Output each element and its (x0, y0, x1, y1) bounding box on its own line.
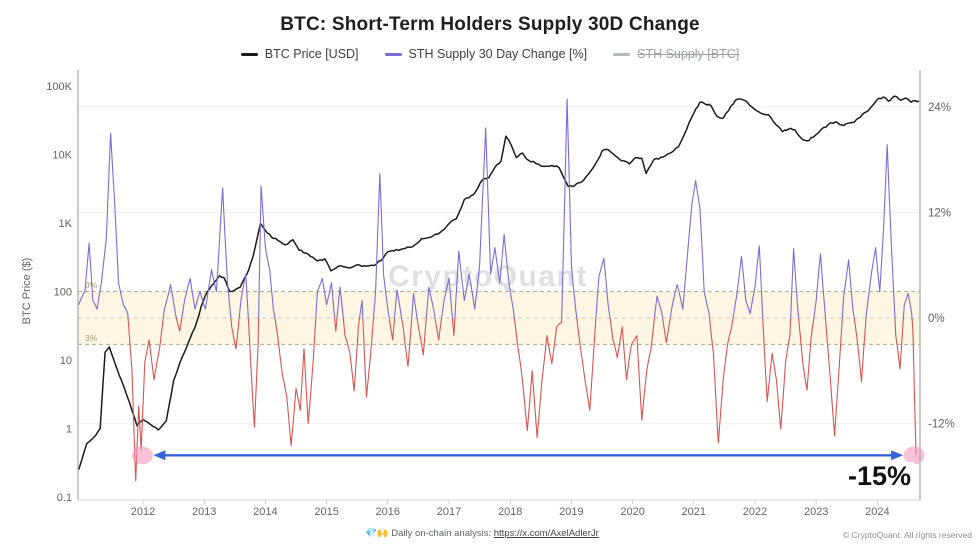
footer-link[interactable]: https://x.com/AxelAdlerJr (493, 528, 599, 539)
band-bottom-label: 3% (85, 333, 98, 343)
right-axis-tick: -12% (928, 419, 955, 431)
chart-title: BTC: Short-Term Holders Supply 30D Chang… (280, 14, 700, 35)
left-axis-tick: 100 (54, 287, 72, 299)
x-axis-tick: 2012 (131, 506, 155, 518)
footer-copyright: © CryptoQuant. All rights reserved (842, 530, 972, 540)
watermark: CryptoQuant (388, 260, 588, 293)
legend-label-sth-change: STH Supply 30 Day Change [%] (408, 47, 588, 61)
left-axis-tick: 100K (46, 81, 72, 93)
left-axis-tick: 10 (60, 355, 72, 367)
x-axis-tick: 2017 (437, 506, 461, 518)
left-axis-tick: 10K (52, 150, 72, 162)
x-axis-tick: 2022 (743, 506, 767, 518)
left-axis-tick: 1 (66, 424, 72, 436)
left-axis-tick: 0.1 (57, 492, 72, 504)
neutral-band (78, 291, 920, 345)
arrowhead-right (891, 450, 904, 461)
legend-item-sth-supply[interactable]: STH Supply [BTC] (613, 47, 739, 61)
sth-change-line-negative (127, 318, 917, 482)
x-axis-tick: 2021 (682, 506, 706, 518)
btc-price-line (77, 95, 920, 470)
left-axis-title: BTC Price ($) (21, 258, 33, 325)
x-axis-tick: 2016 (376, 506, 400, 518)
x-axis-tick: 2014 (253, 506, 277, 518)
x-axis-tick: 2023 (804, 506, 828, 518)
x-axis-tick: 2013 (192, 506, 216, 518)
marker-end-circle (903, 446, 925, 465)
right-axis-tick: 24% (928, 102, 951, 114)
right-axis-tick: 0% (928, 313, 945, 325)
legend-label-sth-supply: STH Supply [BTC] (637, 47, 740, 61)
arrowhead-left (153, 450, 166, 461)
legend-swatch-sth-change (384, 52, 402, 56)
legend-label-btc-price: BTC Price [USD] (264, 47, 359, 61)
left-axis-tick: 1K (59, 218, 73, 230)
legend-item-btc-price[interactable]: BTC Price [USD] (240, 47, 359, 61)
x-axis-tick: 2024 (865, 506, 889, 518)
x-axis-tick: 2020 (620, 506, 644, 518)
x-axis-tick: 2018 (498, 506, 522, 518)
footer-note: 💎🙌 Daily on-chain analysis: https://x.co… (365, 528, 599, 539)
sth-change-line-positive (78, 98, 913, 318)
footer-note-text: 💎🙌 Daily on-chain analysis: (365, 528, 494, 539)
legend: BTC Price [USD] STH Supply 30 Day Change… (0, 47, 980, 61)
right-axis-tick: 12% (928, 207, 951, 219)
x-axis-tick: 2019 (559, 506, 583, 518)
x-axis-tick: 2015 (314, 506, 338, 518)
annotation-label: -15% (844, 461, 914, 492)
legend-swatch-btc-price (240, 52, 258, 56)
marker-start-circle (131, 446, 153, 465)
legend-item-sth-change[interactable]: STH Supply 30 Day Change [%] (384, 47, 588, 61)
legend-swatch-sth-supply (613, 52, 631, 56)
